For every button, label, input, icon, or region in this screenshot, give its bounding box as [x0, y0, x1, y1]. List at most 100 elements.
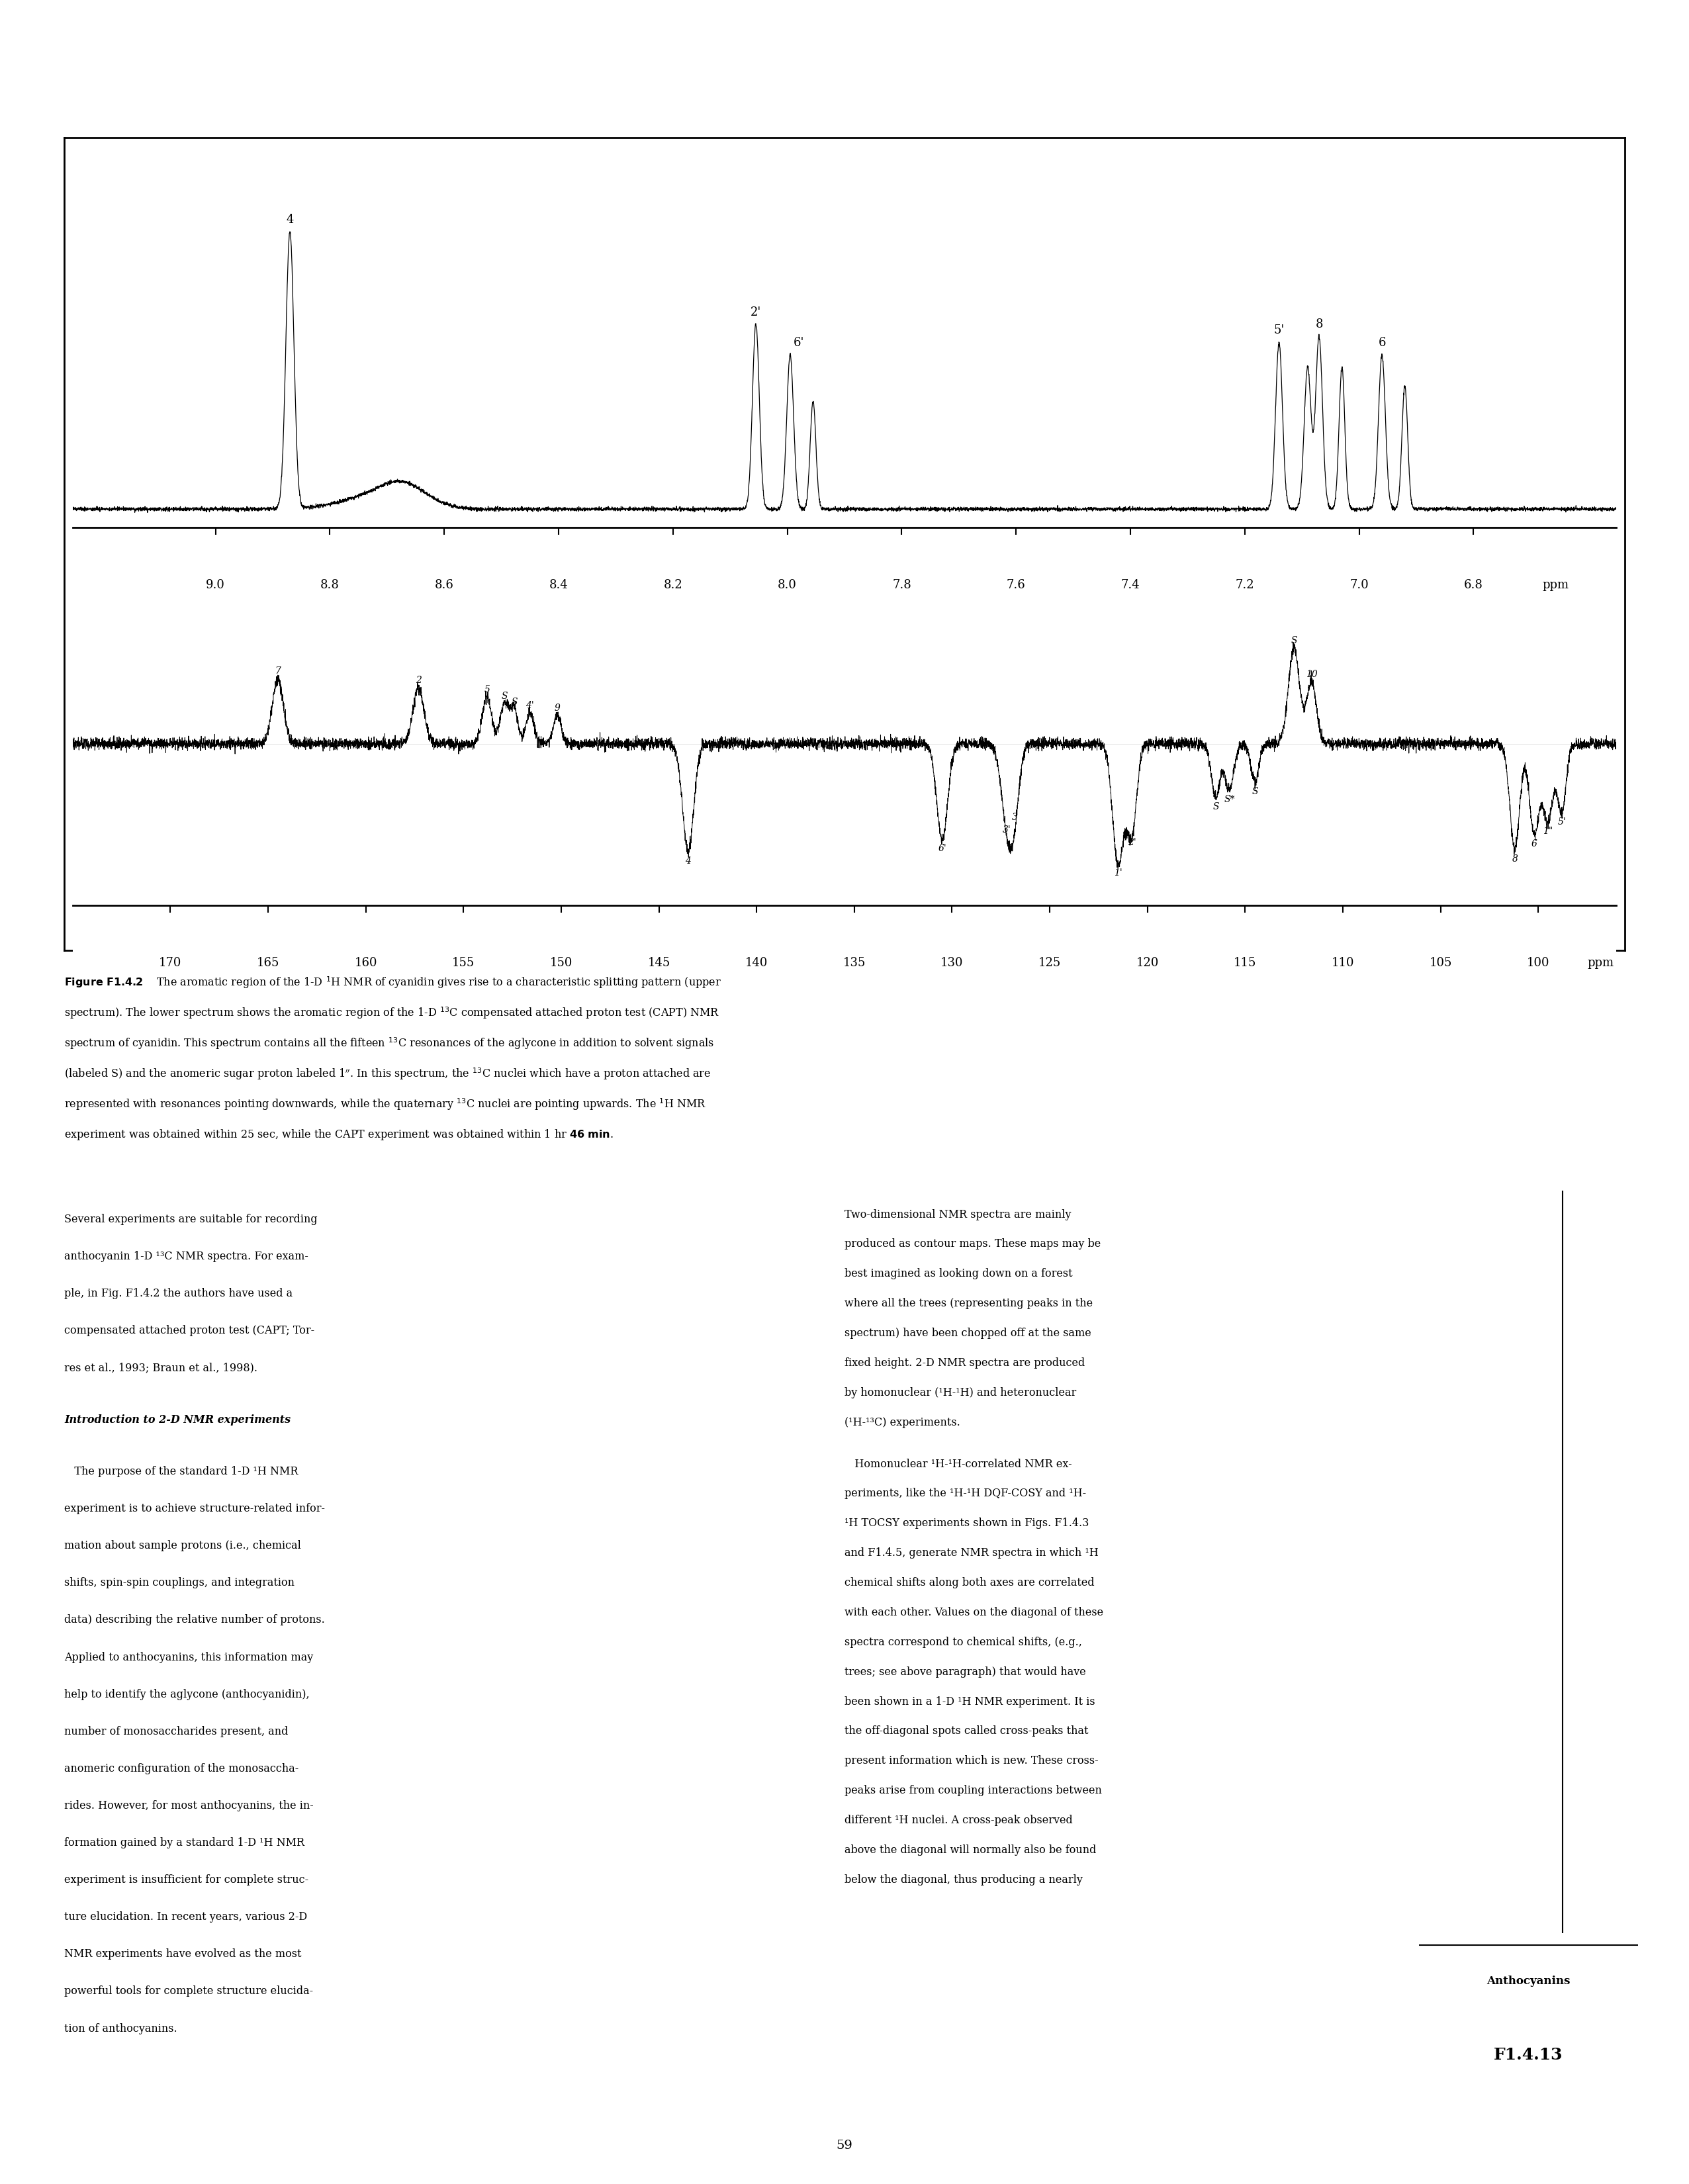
Text: ture elucidation. In recent years, various 2-D: ture elucidation. In recent years, vario…: [64, 1911, 307, 1922]
Text: spectra correspond to chemical shifts, (e.g.,: spectra correspond to chemical shifts, (…: [844, 1636, 1083, 1647]
Text: 135: 135: [843, 957, 866, 970]
Text: 7: 7: [275, 666, 280, 677]
Text: anomeric configuration of the monosaccha-: anomeric configuration of the monosaccha…: [64, 1762, 299, 1773]
Text: 6: 6: [1378, 336, 1385, 349]
Text: best imagined as looking down on a forest: best imagined as looking down on a fores…: [844, 1269, 1073, 1280]
Text: 8: 8: [1316, 319, 1322, 330]
Text: compensated attached proton test (CAPT; Tor-: compensated attached proton test (CAPT; …: [64, 1326, 314, 1337]
Text: 7.8: 7.8: [892, 579, 910, 592]
Text: Anthocyanins: Anthocyanins: [1486, 1974, 1571, 1987]
Text: tion of anthocyanins.: tion of anthocyanins.: [64, 2022, 177, 2033]
Text: different ¹H nuclei. A cross-peak observed: different ¹H nuclei. A cross-peak observ…: [844, 1815, 1073, 1826]
Text: data) describing the relative number of protons.: data) describing the relative number of …: [64, 1614, 324, 1625]
Text: 5': 5': [1274, 325, 1284, 336]
Text: Homonuclear ¹H-¹H-correlated NMR ex-: Homonuclear ¹H-¹H-correlated NMR ex-: [844, 1459, 1073, 1470]
Text: spectrum). The lower spectrum shows the aromatic region of the 1-D $^{13}$C comp: spectrum). The lower spectrum shows the …: [64, 1005, 720, 1020]
Text: 1": 1": [1544, 828, 1552, 836]
Text: res et al., 1993; Braun et al., 1998).: res et al., 1993; Braun et al., 1998).: [64, 1363, 257, 1374]
Text: 145: 145: [647, 957, 671, 970]
Text: present information which is new. These cross-: present information which is new. These …: [844, 1756, 1098, 1767]
Text: represented with resonances pointing downwards, while the quaternary $^{13}$C nu: represented with resonances pointing dow…: [64, 1096, 706, 1112]
Text: 150: 150: [551, 957, 573, 970]
Text: 59: 59: [836, 2140, 853, 2151]
Text: 9: 9: [554, 703, 561, 712]
Text: chemical shifts along both axes are correlated: chemical shifts along both axes are corr…: [844, 1577, 1094, 1588]
Text: 125: 125: [1039, 957, 1061, 970]
Text: S*: S*: [1225, 795, 1235, 804]
Text: by homonuclear (¹H-¹H) and heteronuclear: by homonuclear (¹H-¹H) and heteronuclear: [844, 1387, 1076, 1398]
Text: spectrum of cyanidin. This spectrum contains all the fifteen $^{13}$C resonances: spectrum of cyanidin. This spectrum cont…: [64, 1035, 714, 1051]
Text: S: S: [1213, 802, 1219, 812]
Text: 8.8: 8.8: [321, 579, 339, 592]
Text: powerful tools for complete structure elucida-: powerful tools for complete structure el…: [64, 1985, 312, 1996]
Text: Applied to anthocyanins, this information may: Applied to anthocyanins, this informatio…: [64, 1651, 312, 1662]
Text: experiment is to achieve structure-related infor-: experiment is to achieve structure-relat…: [64, 1503, 324, 1514]
Text: peaks arise from coupling interactions between: peaks arise from coupling interactions b…: [844, 1784, 1101, 1795]
Text: 3: 3: [1012, 812, 1017, 821]
Text: Two-dimensional NMR spectra are mainly: Two-dimensional NMR spectra are mainly: [844, 1210, 1071, 1221]
Text: the off-diagonal spots called cross-peaks that: the off-diagonal spots called cross-peak…: [844, 1725, 1088, 1736]
Text: 4': 4': [525, 701, 534, 710]
Text: 110: 110: [1331, 957, 1355, 970]
Text: Several experiments are suitable for recording: Several experiments are suitable for rec…: [64, 1214, 318, 1225]
Text: ppm: ppm: [1542, 579, 1569, 592]
Text: trees; see above paragraph) that would have: trees; see above paragraph) that would h…: [844, 1666, 1086, 1677]
Text: 170: 170: [159, 957, 182, 970]
Text: periments, like the ¹H-¹H DQF-COSY and ¹H-: periments, like the ¹H-¹H DQF-COSY and ¹…: [844, 1487, 1086, 1498]
Text: S: S: [1252, 786, 1258, 797]
Text: S: S: [502, 692, 508, 701]
Text: 100: 100: [1527, 957, 1549, 970]
Text: The purpose of the standard 1-D ¹H NMR: The purpose of the standard 1-D ¹H NMR: [64, 1465, 299, 1476]
Text: 8.0: 8.0: [777, 579, 797, 592]
Text: rides. However, for most anthocyanins, the in-: rides. However, for most anthocyanins, t…: [64, 1800, 314, 1811]
Text: shifts, spin-spin couplings, and integration: shifts, spin-spin couplings, and integra…: [64, 1577, 294, 1588]
Text: 7.2: 7.2: [1235, 579, 1255, 592]
Text: 6: 6: [1532, 839, 1537, 847]
Text: 2: 2: [415, 677, 422, 686]
Text: 130: 130: [941, 957, 963, 970]
Text: 7.0: 7.0: [1350, 579, 1368, 592]
Text: 155: 155: [453, 957, 475, 970]
Text: S: S: [1290, 636, 1297, 644]
Text: 8.6: 8.6: [434, 579, 454, 592]
Text: produced as contour maps. These maps may be: produced as contour maps. These maps may…: [844, 1238, 1101, 1249]
Text: fixed height. 2-D NMR spectra are produced: fixed height. 2-D NMR spectra are produc…: [844, 1358, 1084, 1369]
Text: 2': 2': [1128, 839, 1137, 847]
Text: 6': 6': [794, 336, 804, 349]
Text: S: S: [512, 697, 517, 708]
Text: (labeled S) and the anomeric sugar proton labeled 1$''$. In this spectrum, the $: (labeled S) and the anomeric sugar proto…: [64, 1066, 711, 1081]
Text: 9.0: 9.0: [206, 579, 225, 592]
Text: 10: 10: [1306, 670, 1317, 679]
Text: 8.4: 8.4: [549, 579, 568, 592]
Text: ppm: ppm: [1588, 957, 1613, 970]
Text: anthocyanin 1-D ¹³C NMR spectra. For exam-: anthocyanin 1-D ¹³C NMR spectra. For exa…: [64, 1251, 309, 1262]
Text: 160: 160: [355, 957, 377, 970]
Text: 120: 120: [1137, 957, 1159, 970]
Text: where all the trees (representing peaks in the: where all the trees (representing peaks …: [844, 1297, 1093, 1308]
Text: 2': 2': [750, 306, 762, 319]
Text: ple, in Fig. F1.4.2 the authors have used a: ple, in Fig. F1.4.2 the authors have use…: [64, 1289, 292, 1299]
Text: 6.8: 6.8: [1464, 579, 1483, 592]
Text: $\mathbf{Figure\ F1.4.2}$    The aromatic region of the 1-D $^1$H NMR of cyanidi: $\mathbf{Figure\ F1.4.2}$ The aromatic r…: [64, 974, 721, 989]
Text: mation about sample protons (i.e., chemical: mation about sample protons (i.e., chemi…: [64, 1540, 301, 1551]
Text: 4: 4: [686, 856, 691, 865]
Text: 3': 3': [1003, 826, 1012, 834]
Text: 5: 5: [485, 686, 490, 695]
Text: number of monosaccharides present, and: number of monosaccharides present, and: [64, 1725, 289, 1736]
Text: 4: 4: [285, 214, 294, 225]
Text: 105: 105: [1429, 957, 1453, 970]
Text: 1': 1': [1113, 869, 1121, 878]
Text: 5': 5': [1557, 817, 1566, 828]
Text: below the diagonal, thus producing a nearly: below the diagonal, thus producing a nea…: [844, 1874, 1083, 1885]
Text: F1.4.13: F1.4.13: [1495, 2046, 1562, 2062]
Text: been shown in a 1-D ¹H NMR experiment. It is: been shown in a 1-D ¹H NMR experiment. I…: [844, 1697, 1094, 1708]
Text: above the diagonal will normally also be found: above the diagonal will normally also be…: [844, 1845, 1096, 1856]
Text: 140: 140: [745, 957, 768, 970]
Text: with each other. Values on the diagonal of these: with each other. Values on the diagonal …: [844, 1607, 1103, 1618]
Text: 6': 6': [937, 843, 946, 854]
Text: experiment is insufficient for complete struc-: experiment is insufficient for complete …: [64, 1874, 309, 1885]
Text: help to identify the aglycone (anthocyanidin),: help to identify the aglycone (anthocyan…: [64, 1688, 309, 1699]
Text: 7.6: 7.6: [1007, 579, 1025, 592]
Text: experiment was obtained within 25 sec, while the CAPT experiment was obtained wi: experiment was obtained within 25 sec, w…: [64, 1127, 613, 1142]
Text: Introduction to 2-D NMR experiments: Introduction to 2-D NMR experiments: [64, 1413, 291, 1426]
